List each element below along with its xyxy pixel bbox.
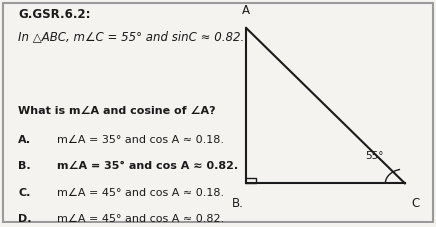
Text: B.: B. — [232, 197, 243, 210]
Text: 55°: 55° — [365, 151, 384, 161]
Text: G.GSR.6.2:: G.GSR.6.2: — [18, 8, 91, 21]
Text: What is m∠A and cosine of ∠A?: What is m∠A and cosine of ∠A? — [18, 106, 216, 116]
Text: C: C — [412, 197, 420, 210]
Text: A: A — [242, 4, 250, 17]
Text: A.: A. — [18, 135, 31, 145]
Text: m∠A = 35° and cos A ≈ 0.82.: m∠A = 35° and cos A ≈ 0.82. — [57, 161, 238, 171]
Text: m∠A = 35° and cos A ≈ 0.18.: m∠A = 35° and cos A ≈ 0.18. — [57, 135, 224, 145]
Text: C.: C. — [18, 188, 31, 198]
Text: B.: B. — [18, 161, 31, 171]
Text: m∠A = 45° and cos A ≈ 0.18.: m∠A = 45° and cos A ≈ 0.18. — [57, 188, 224, 198]
Text: m∠A = 45° and cos A ≈ 0.82.: m∠A = 45° and cos A ≈ 0.82. — [57, 215, 225, 225]
Text: In △ABC, m∠C = 55° and sinC ≈ 0.82.: In △ABC, m∠C = 55° and sinC ≈ 0.82. — [18, 30, 244, 43]
Text: D.: D. — [18, 215, 31, 225]
